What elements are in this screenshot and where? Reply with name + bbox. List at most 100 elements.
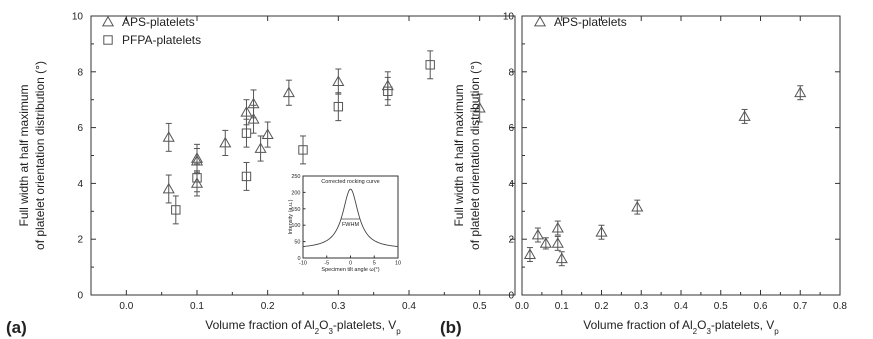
data-point — [171, 205, 181, 215]
inset-y-label: Intensity (a.u.) — [288, 199, 294, 234]
legend-entry: APS-platelets — [101, 15, 195, 29]
inset-x-tick-label: -5 — [324, 261, 329, 267]
legend-entry: APS-platelets — [533, 15, 627, 29]
x-tick-label: 0.3 — [634, 301, 648, 312]
y-axis-label: Full width at half maximum — [452, 84, 466, 226]
y-tick-label: 6 — [508, 123, 514, 134]
y-tick-label: 2 — [77, 235, 83, 246]
inset-y-tick-label: 100 — [291, 223, 300, 229]
y-axis-label: Full width at half maximum — [17, 84, 31, 226]
data-point — [332, 75, 345, 86]
data-point — [473, 101, 486, 113]
x-tick-label: 0.2 — [261, 301, 275, 312]
data-point — [298, 145, 308, 155]
legend-marker — [103, 35, 113, 45]
x-axis-label-part: O — [319, 318, 328, 332]
legend-label: APS-platelets — [554, 15, 627, 29]
inset-x-label: Specimen tilt angle ω(°) — [321, 267, 379, 273]
data-point — [531, 228, 544, 240]
x-tick-label: 0.6 — [754, 301, 768, 312]
data-point — [254, 142, 267, 153]
x-tick-label: 0.5 — [714, 301, 728, 312]
data-point — [551, 221, 564, 233]
y-tick-label: 8 — [77, 67, 83, 78]
series-pfpa-platelets — [171, 50, 435, 225]
data-point — [162, 182, 175, 194]
data-point — [282, 86, 295, 98]
x-axis-label: Volume fraction of Al2O3-platelets, Vp — [205, 318, 401, 336]
data-point — [523, 248, 537, 259]
data-point — [162, 131, 175, 142]
x-axis-label-part: Volume fraction of Al — [205, 318, 314, 332]
data-point — [261, 128, 274, 139]
x-tick-label: 0.8 — [833, 301, 847, 312]
inset-x-tick-label: 0 — [349, 261, 352, 267]
x-axis-label-part: Volume fraction of Al — [583, 318, 692, 332]
data-point — [241, 171, 252, 182]
y-tick-label: 0 — [77, 291, 83, 302]
data-point — [631, 200, 644, 212]
legend-marker — [101, 15, 115, 27]
data-point — [240, 106, 253, 117]
data-point — [219, 136, 232, 148]
inset-y-tick-label: 250 — [291, 174, 300, 180]
x-axis-label-subscript: 3 — [328, 327, 333, 336]
inset-x-tick-label: 5 — [373, 261, 376, 267]
y-tick-label: 6 — [77, 123, 83, 134]
inset-fwhm-label: FWHM — [342, 222, 360, 228]
data-point — [247, 113, 260, 124]
panel-label: (a) — [6, 318, 27, 337]
x-tick-label: 0.4 — [402, 301, 416, 312]
inset-y-tick-label: 200 — [291, 190, 300, 196]
inset-curve — [302, 188, 399, 247]
y-tick-label: 8 — [508, 67, 514, 78]
inset-y-tick-label: 50 — [294, 240, 300, 246]
legend-label: APS-platelets — [122, 15, 195, 29]
x-axis-label-part: -platelets, V — [711, 318, 774, 332]
data-point — [383, 86, 393, 97]
x-axis-label-part: O — [697, 318, 706, 332]
y-tick-label: 0 — [508, 291, 514, 302]
y-tick-label: 4 — [77, 179, 83, 190]
data-point — [333, 101, 344, 112]
data-point — [539, 237, 552, 248]
x-axis-label-part: -platelets, V — [333, 318, 396, 332]
legend-label: PFPA-platelets — [122, 33, 201, 47]
panel-label: (b) — [440, 318, 462, 337]
inset-x-tick-label: -10 — [299, 261, 307, 267]
y-tick-label: 4 — [508, 179, 514, 190]
x-axis-label-subscript: p — [396, 327, 401, 336]
data-point — [425, 60, 435, 70]
data-point — [241, 128, 252, 138]
x-axis-label-subscript: 3 — [706, 327, 711, 336]
data-point — [192, 173, 202, 183]
y-axis-label: of platelet orientation distribution (°) — [468, 61, 482, 250]
x-tick-label: 0.0 — [119, 301, 133, 312]
chart-panel-b: 0.0 0.1 0.2 0.3 0.4 0.5 0.6 0.7 0.8 0 2 4 6 8 10 Full w… — [440, 12, 847, 338]
x-tick-label: 0.3 — [331, 301, 345, 312]
y-tick-label: 2 — [508, 235, 514, 246]
x-tick-label: 0.0 — [515, 301, 529, 312]
series-aps-platelets — [523, 85, 807, 267]
x-tick-label: 0.2 — [595, 301, 609, 312]
data-point — [738, 110, 751, 121]
x-tick-label: 0.1 — [555, 301, 569, 312]
x-axis-label-subscript: 2 — [315, 327, 320, 336]
x-axis-label-subscript: 2 — [693, 327, 698, 336]
chart-panel-a: 0.0 0.1 0.2 0.3 0.4 0.5 0 2 4 6 8 10 Full width at h… — [6, 12, 516, 337]
data-point — [551, 237, 564, 248]
inset-x-tick-label: 10 — [395, 261, 401, 267]
x-tick-label: 0.5 — [473, 301, 487, 312]
legend-marker — [533, 15, 547, 27]
inset-title: Corrected rocking curve — [321, 179, 379, 185]
x-tick-label: 0.4 — [674, 301, 688, 312]
x-tick-label: 0.1 — [190, 301, 204, 312]
x-axis-label: Volume fraction of Al2O3-platelets, Vp — [583, 318, 779, 336]
data-point — [595, 226, 608, 237]
data-point — [555, 252, 568, 264]
inset-y-tick-label: 150 — [291, 207, 300, 213]
y-axis-label: of platelet orientation distribution (°) — [33, 61, 47, 250]
x-axis-label-subscript: p — [774, 327, 779, 336]
